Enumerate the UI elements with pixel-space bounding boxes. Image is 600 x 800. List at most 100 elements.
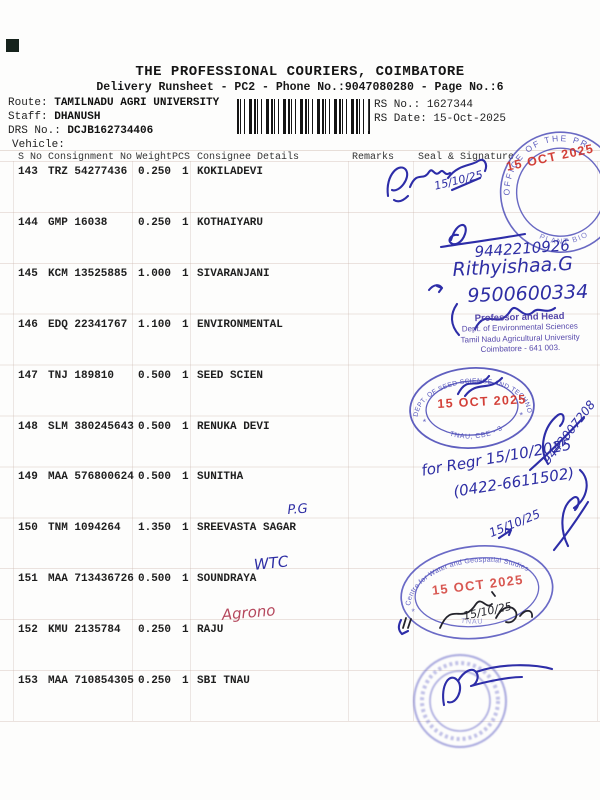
rs-date-value: 15-Oct-2025: [433, 113, 507, 125]
grid-line: [0, 150, 600, 151]
cell-weight: 1.000: [138, 267, 172, 280]
cell-s-no: 149: [18, 471, 38, 484]
cell-consignee: ENVIRONMENTAL: [197, 318, 283, 331]
drs-value: DCJB162734406: [67, 125, 154, 137]
table-row: 149 MAA 576800624 0.500 1 SUNITHA: [0, 471, 600, 521]
col-header-remarks: Remarks: [352, 152, 395, 163]
cell-consignment-no: MAA 713436726: [48, 573, 134, 586]
col-header-consignment: Consignment No: [48, 152, 133, 163]
grid-line: [597, 161, 598, 721]
cell-weight: 0.250: [138, 216, 172, 229]
cell-s-no: 145: [18, 267, 38, 280]
grid-line: [190, 161, 191, 721]
divider-line: [368, 99, 369, 131]
cell-consignee: KOKILADEVI: [197, 166, 264, 178]
cell-consignee: SREEVASTA SAGAR: [197, 522, 297, 535]
staff-label: Staff:: [8, 111, 48, 123]
cell-consignment-no: KMU 2135784: [48, 624, 121, 637]
cell-consignment-no: TRZ 54277436: [48, 166, 128, 178]
route-label: Route:: [8, 97, 48, 109]
cell-consignment-no: EDQ 22341767: [48, 318, 128, 331]
cell-weight: 0.500: [138, 369, 172, 382]
cell-consignment-no: MAA 576800624: [48, 471, 134, 484]
cell-weight: 0.500: [138, 573, 172, 586]
cell-consignee: RAJU: [197, 624, 224, 637]
rs-no-label: RS No.:: [374, 99, 421, 111]
cell-consignee: SBI TNAU: [197, 675, 250, 687]
cell-weight: 0.250: [138, 675, 172, 687]
cell-pcs: 1: [182, 471, 189, 484]
cell-s-no: 151: [18, 573, 38, 586]
cell-consignee: SIVARANJANI: [197, 267, 270, 280]
table-row: 148 SLM 380245643 0.500 1 RENUKA DEVI: [0, 421, 600, 471]
cell-s-no: 146: [18, 318, 38, 331]
handwritten-annotation: WTC: [253, 552, 290, 574]
cell-weight: 1.350: [138, 522, 172, 535]
table-row: 147 TNJ 189810 0.500 1 SEED SCIEN: [0, 370, 600, 420]
grid-line: [13, 161, 14, 721]
cell-pcs: 1: [182, 420, 189, 433]
vehicle-label: Vehicle:: [12, 139, 65, 151]
table-row: 152 KMU 2135784 0.250 1 RAJU: [0, 624, 600, 674]
col-header-consignee: Consignee Details: [197, 152, 300, 163]
cell-pcs: 1: [182, 675, 189, 687]
cell-weight: 1.100: [138, 318, 172, 331]
cell-consignment-no: MAA 710854305: [48, 675, 134, 687]
vehicle-line: Vehicle:: [12, 139, 65, 151]
cell-s-no: 144: [18, 216, 38, 229]
cell-weight: 0.500: [138, 471, 172, 484]
table-row: 146 EDQ 22341767 1.100 1 ENVIRONMENTAL: [0, 319, 600, 369]
rs-date-line: RS Date: 15-Oct-2025: [374, 113, 506, 125]
cell-weight: 0.250: [138, 624, 172, 637]
handwritten-annotation: P.G: [287, 501, 309, 518]
cell-consignee: KOTHAIYARU: [197, 216, 264, 229]
cell-s-no: 153: [18, 675, 38, 687]
cell-s-no: 147: [18, 369, 38, 382]
cell-s-no: 143: [18, 166, 38, 178]
col-header-weight: Weight: [136, 152, 173, 163]
col-header-seal: Seal & Signature: [418, 152, 515, 163]
cell-s-no: 148: [18, 420, 38, 433]
rs-date-label: RS Date:: [374, 113, 427, 125]
cell-consignment-no: TNJ 189810: [48, 369, 115, 382]
cell-pcs: 1: [182, 522, 189, 535]
cell-weight: 0.500: [138, 420, 172, 433]
professor-head-stamp: Professor and Head Dept. of Environmenta…: [437, 310, 600, 357]
staff-line: Staff: DHANUSH: [8, 111, 100, 123]
rs-no-value: 1627344: [426, 99, 474, 111]
route-line: Route: TAMILNADU AGRI UNIVERSITY: [8, 97, 219, 109]
cell-pcs: 1: [182, 267, 189, 280]
runsheet-subtitle: Delivery Runsheet - PC2 - Phone No.:9047…: [96, 81, 504, 94]
drs-label: DRS No.:: [8, 125, 61, 137]
staff-value: DHANUSH: [54, 111, 101, 123]
table-row: 150 TNM 1094264 1.350 1 SREEVASTA SAGAR: [0, 522, 600, 572]
cell-pcs: 1: [182, 624, 189, 637]
cell-consignment-no: GMP 16038: [48, 216, 108, 229]
cell-consignment-no: KCM 13525885: [48, 267, 128, 280]
handwritten-phone: 9500600334: [467, 280, 589, 307]
scan-corner-mark: [6, 39, 19, 52]
page-title: THE PROFESSIONAL COURIERS, COIMBATORE: [135, 64, 465, 80]
table-row: 153 MAA 710854305 0.250 1 SBI TNAU: [0, 675, 600, 725]
rs-no-line: RS No.: 1627344: [374, 99, 473, 111]
cell-pcs: 1: [182, 573, 189, 586]
cell-consignee: RENUKA DEVI: [197, 420, 270, 433]
grid-line: [348, 161, 349, 721]
cell-consignee: SUNITHA: [197, 471, 244, 484]
cell-s-no: 152: [18, 624, 38, 637]
cell-s-no: 150: [18, 522, 38, 535]
grid-line: [132, 161, 133, 721]
drs-line: DRS No.: DCJB162734406: [8, 125, 153, 137]
table-row: 151 MAA 713436726 0.500 1 SOUNDRAYA: [0, 573, 600, 623]
cell-consignment-no: SLM 380245643: [48, 420, 134, 433]
barcode: [237, 99, 370, 134]
cell-consignee: SOUNDRAYA: [197, 573, 257, 586]
cell-pcs: 1: [182, 369, 189, 382]
cell-weight: 0.250: [138, 166, 172, 178]
table-row: 144 GMP 16038 0.250 1 KOTHAIYARU: [0, 217, 600, 267]
cell-pcs: 1: [182, 166, 189, 178]
table-row: 143 TRZ 54277436 0.250 1 KOKILADEVI: [0, 166, 600, 216]
table-row: 145 KCM 13525885 1.000 1 SIVARANJANI: [0, 268, 600, 318]
cell-consignee: SEED SCIEN: [197, 369, 264, 382]
col-header-pcs: PCS: [172, 152, 191, 163]
